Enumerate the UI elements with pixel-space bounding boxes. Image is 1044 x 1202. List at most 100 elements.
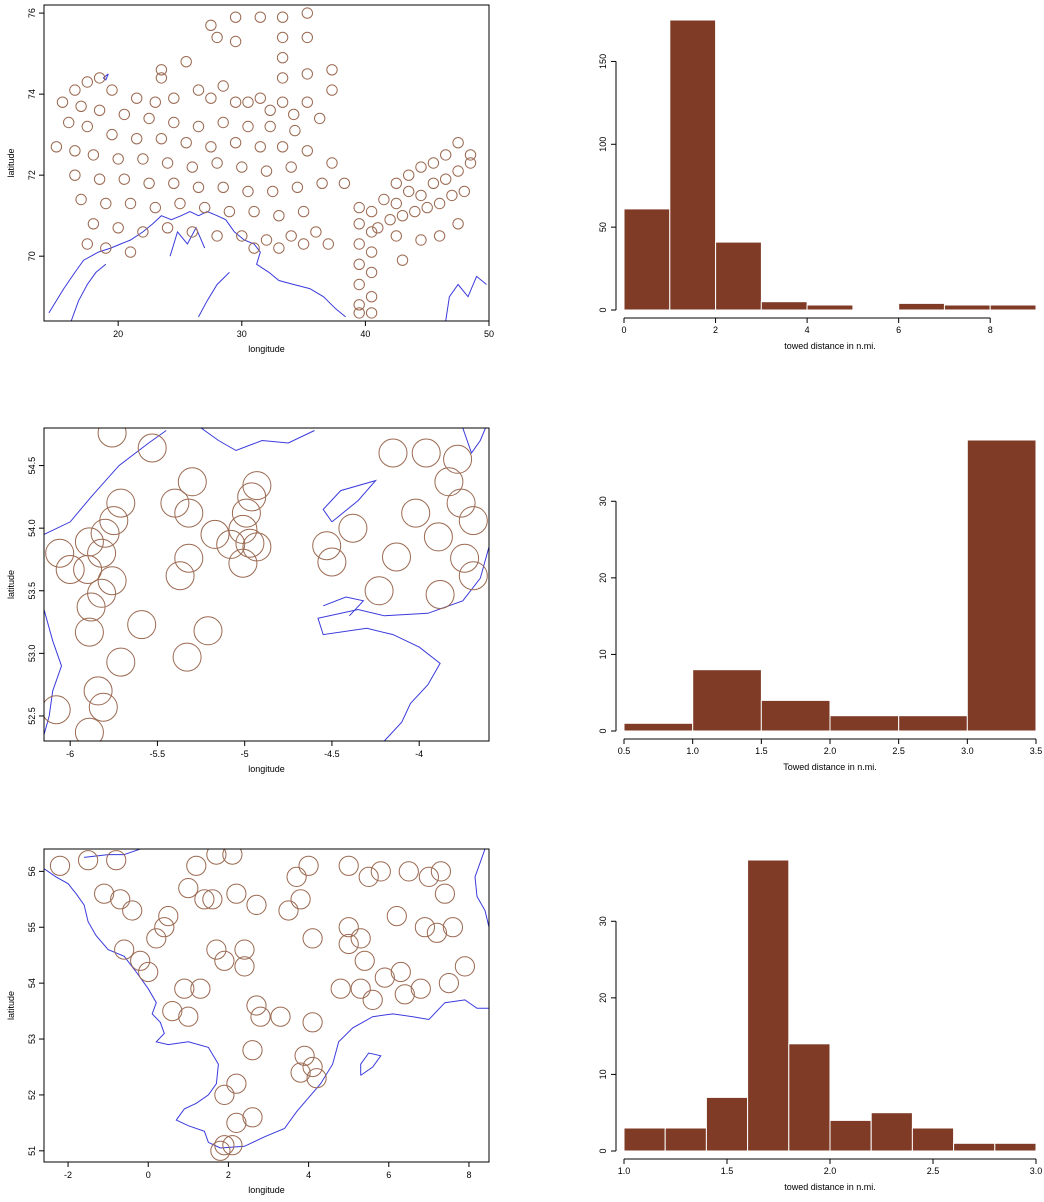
station-marker <box>446 488 476 518</box>
station-marker <box>301 96 313 108</box>
station-marker <box>288 108 300 121</box>
station-marker <box>289 124 301 137</box>
histogram-bar <box>829 715 900 732</box>
histogram-bar <box>705 1096 749 1152</box>
station-marker <box>434 883 455 904</box>
station-marker <box>229 35 242 48</box>
station-marker <box>246 894 267 916</box>
panel-1: 20 30 40 50 70 72 74 76 longitude latitude <box>6 4 494 354</box>
station-marker <box>338 933 359 955</box>
station-marker <box>93 104 106 117</box>
x-axis-label: longitude <box>248 1185 285 1195</box>
station-marker <box>194 889 215 910</box>
station-marker <box>211 157 223 169</box>
station-marker <box>326 84 338 96</box>
station-marker <box>234 956 255 977</box>
station-marker <box>74 527 104 557</box>
station-marker <box>338 855 359 876</box>
y-tick-label: 54 <box>27 978 37 988</box>
station-marker <box>302 1012 323 1033</box>
station-marker <box>338 177 351 190</box>
coastline <box>360 1052 382 1076</box>
station-marker <box>217 116 229 129</box>
coastline <box>84 849 141 858</box>
histogram-bar <box>989 304 1037 311</box>
station-marker <box>93 72 106 84</box>
x-axis-label: towed distance in n.mi. <box>784 1182 876 1192</box>
station-marker <box>330 978 351 999</box>
station-marker <box>390 961 411 983</box>
station-marker <box>276 141 289 153</box>
station-marker <box>130 950 151 971</box>
histogram-bar <box>747 859 790 1152</box>
station-marker <box>276 11 289 23</box>
station-marker <box>62 116 75 129</box>
station-marker <box>174 978 195 999</box>
station-marker <box>446 189 458 202</box>
map-area <box>48 7 487 321</box>
station-marker <box>365 291 378 303</box>
station-marker <box>228 548 258 578</box>
station-marker <box>235 528 265 558</box>
coastline <box>200 428 315 452</box>
station-marker <box>297 238 310 250</box>
station-marker <box>260 165 273 177</box>
y-tick-label: 56 <box>27 866 37 876</box>
station-marker <box>433 230 446 242</box>
station-marker <box>56 96 69 108</box>
station-marker <box>310 226 322 238</box>
station-marker <box>353 238 365 250</box>
station-marker <box>45 538 75 568</box>
station-marker <box>193 616 223 646</box>
station-marker <box>427 177 440 190</box>
station-marker <box>384 214 396 226</box>
station-marker <box>74 617 104 647</box>
x-tick-label: 0 <box>621 325 626 335</box>
station-marker <box>350 978 371 999</box>
station-marker <box>180 137 192 149</box>
station-marker <box>362 989 383 1011</box>
y-tick-label: 55 <box>27 922 37 932</box>
station-marker <box>94 883 115 904</box>
station-marker <box>138 961 159 983</box>
y-tick-label: 76 <box>27 8 37 18</box>
x-tick-label: 6 <box>896 325 901 335</box>
station-marker <box>423 522 453 552</box>
histogram-bar <box>966 439 1037 732</box>
station-marker <box>365 226 378 238</box>
station-marker <box>317 547 347 577</box>
station-marker <box>378 438 408 468</box>
y-tick-label: 0 <box>598 307 608 312</box>
station-marker <box>326 157 338 169</box>
histogram-bar <box>760 699 831 732</box>
panel-2: 0 2 4 6 8 0 50 100 150 towed distance in n.mi. <box>598 19 1037 351</box>
station-marker <box>430 861 451 882</box>
station-marker <box>291 181 304 194</box>
station-marker <box>297 205 310 218</box>
x-tick-label: -4 <box>415 749 423 759</box>
coastline <box>44 430 167 535</box>
station-marker <box>229 137 242 149</box>
station-marker <box>81 238 94 250</box>
x-tick-label: 40 <box>360 329 370 339</box>
coastline <box>48 211 346 318</box>
plot-frame <box>43 427 490 742</box>
panel-5: -2 0 2 4 6 8 51 52 53 54 55 56 longitude latitude <box>6 848 490 1195</box>
station-marker <box>382 542 411 572</box>
station-marker <box>155 72 168 84</box>
station-marker <box>114 939 135 960</box>
station-marker <box>177 467 207 497</box>
station-marker <box>301 145 313 157</box>
station-marker <box>74 717 104 741</box>
station-marker <box>106 488 136 518</box>
station-marker <box>90 518 120 548</box>
station-marker <box>168 177 180 190</box>
station-marker <box>264 120 276 133</box>
station-marker <box>49 855 71 876</box>
station-marker <box>338 513 368 543</box>
station-marker <box>162 1001 183 1022</box>
x-tick-label: 4 <box>306 1170 311 1180</box>
x-tick-label: 0.5 <box>618 746 631 756</box>
station-marker <box>124 246 137 258</box>
station-marker <box>44 695 71 725</box>
